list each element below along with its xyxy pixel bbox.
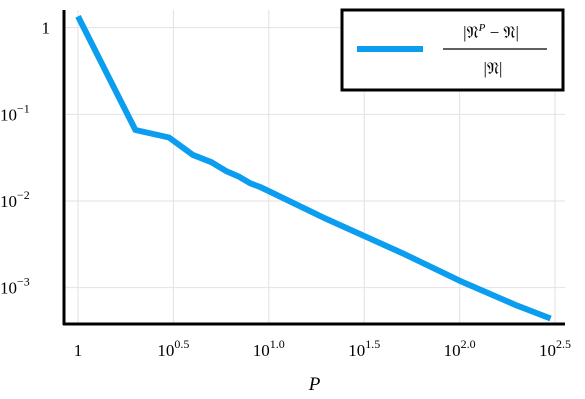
x-tick-label: 102.0 bbox=[444, 337, 476, 360]
legend-label-denominator: |𝔑| bbox=[484, 59, 503, 78]
series-layer bbox=[75, 15, 552, 322]
tick-labels: 1 100.5 101.0 101.5 102.0 102.5 1 10−1 10−2 10−3 bbox=[0, 19, 571, 360]
y-tick-label: 1 bbox=[42, 19, 51, 38]
legend-label-numerator: |𝔑P − 𝔑| bbox=[463, 22, 519, 42]
y-tick-label: 10−1 bbox=[0, 101, 30, 124]
legend: |𝔑P − 𝔑| |𝔑| bbox=[340, 8, 565, 92]
legend-numerator-left: |𝔑 bbox=[463, 23, 479, 42]
series-line bbox=[75, 15, 552, 322]
legend-numerator-superscript: P bbox=[478, 22, 486, 34]
x-tick-label: 102.5 bbox=[539, 337, 571, 360]
x-tick-label: 101.0 bbox=[253, 337, 285, 360]
x-tick-label: 1 bbox=[74, 341, 83, 360]
y-tick-label: 10−3 bbox=[0, 275, 30, 298]
legend-numerator-right: − 𝔑| bbox=[485, 23, 519, 42]
x-tick-label: 100.5 bbox=[157, 337, 189, 360]
axes bbox=[62, 10, 565, 326]
y-tick-label: 10−2 bbox=[0, 188, 30, 211]
x-tick-label: 101.5 bbox=[348, 337, 380, 360]
x-axis-title: P bbox=[308, 374, 321, 395]
